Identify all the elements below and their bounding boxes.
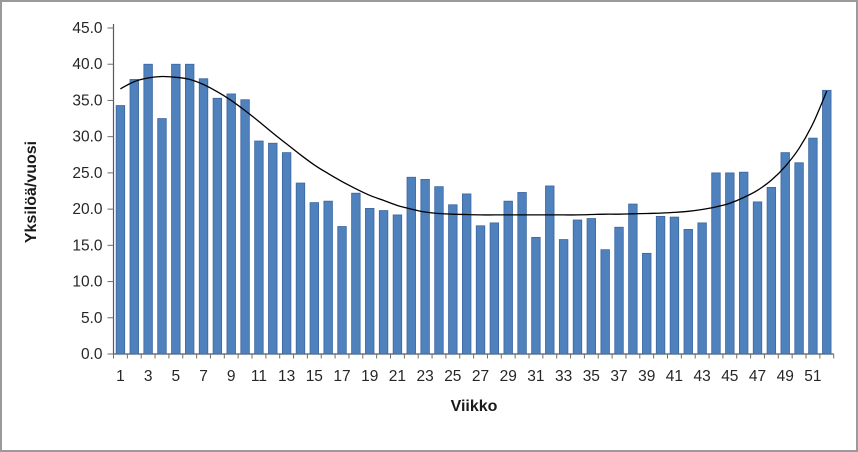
y-tick-label: 10.0 (72, 274, 103, 291)
bar-week-20 (378, 210, 389, 355)
x-tick-label: 7 (199, 368, 208, 385)
y-tick-label: 20.0 (72, 201, 103, 218)
bar-week-45 (725, 172, 735, 355)
bar-week-44 (711, 172, 721, 355)
trend-line (120, 75, 828, 216)
bar-week-11 (254, 140, 264, 355)
x-tick-label: 17 (333, 368, 350, 385)
bar-week-37 (614, 226, 624, 355)
bar-week-30 (517, 192, 527, 355)
bar-week-5 (171, 63, 181, 355)
bar-week-31 (531, 236, 541, 355)
y-tick-label: 5.0 (81, 310, 103, 327)
x-tick-label: 43 (694, 368, 711, 385)
bar-week-14 (295, 182, 306, 355)
bar-week-26 (462, 193, 472, 355)
y-tick-label: 15.0 (72, 237, 103, 254)
bar-week-28 (489, 222, 500, 355)
bar-week-18 (351, 192, 361, 355)
x-tick-label: 39 (638, 368, 655, 385)
x-tick-label: 13 (278, 368, 295, 385)
x-tick-label: 11 (251, 368, 267, 385)
bar-week-21 (392, 214, 403, 355)
bar-week-2 (129, 79, 139, 355)
bar-week-15 (309, 202, 319, 355)
x-axis-title: Viikko (450, 398, 498, 415)
bar-week-41 (669, 216, 680, 355)
x-tick-label: 33 (555, 368, 572, 385)
x-tick-label: 23 (417, 368, 434, 385)
x-tick-label: 1 (116, 368, 125, 385)
bar-week-8 (212, 97, 223, 355)
bar-week-33 (558, 239, 569, 355)
x-tick-label: 19 (361, 368, 378, 385)
bar-week-23 (420, 179, 430, 355)
x-tick-label: 41 (666, 368, 683, 385)
x-tick-label: 25 (444, 368, 461, 385)
bar-week-1 (115, 105, 126, 355)
bar-week-50 (794, 162, 804, 355)
bar-week-12 (268, 142, 278, 355)
x-tick-label: 27 (472, 368, 489, 385)
bar-week-36 (600, 249, 610, 355)
bar-week-22 (406, 176, 416, 355)
bar-week-42 (683, 229, 693, 355)
bar-week-39 (642, 252, 652, 355)
bar-week-49 (780, 152, 790, 355)
bar-week-13 (281, 152, 292, 355)
y-tick-label: 35.0 (72, 92, 103, 109)
bar-week-47 (752, 201, 763, 355)
bar-week-29 (503, 200, 513, 355)
y-tick-label: 45.0 (72, 20, 103, 37)
bar-week-19 (365, 208, 375, 355)
x-tick-label: 3 (144, 368, 153, 385)
bar-week-43 (697, 222, 707, 355)
bar-week-34 (572, 219, 583, 355)
bar-week-3 (143, 63, 153, 355)
bar-week-6 (185, 63, 195, 355)
y-tick-label: 40.0 (72, 56, 103, 73)
bar-week-38 (628, 203, 638, 355)
x-tick-label: 37 (610, 368, 627, 385)
x-tick-label: 5 (172, 368, 181, 385)
y-tick-label: 30.0 (72, 129, 103, 146)
bar-week-52 (822, 89, 832, 355)
bar-week-46 (739, 171, 749, 355)
bar-week-27 (475, 225, 486, 355)
x-tick-label: 15 (306, 368, 323, 385)
bar-week-7 (198, 78, 209, 355)
x-tick-label: 49 (777, 368, 794, 385)
bar-week-16 (323, 200, 333, 355)
x-tick-label: 35 (583, 368, 600, 385)
bar-week-40 (655, 215, 666, 355)
x-tick-label: 47 (749, 368, 766, 385)
bar-week-32 (545, 185, 555, 355)
x-tick-label: 51 (804, 368, 821, 385)
x-tick-label: 29 (500, 368, 517, 385)
bar-week-51 (808, 137, 818, 355)
bar-week-10 (240, 99, 250, 355)
x-tick-label: 9 (227, 368, 236, 385)
bar-week-24 (434, 186, 444, 355)
bar-week-25 (448, 204, 458, 355)
x-tick-label: 45 (721, 368, 738, 385)
x-tick-label: 31 (527, 368, 544, 385)
x-tick-label: 21 (389, 368, 406, 385)
bar-week-9 (226, 93, 236, 355)
bar-week-35 (586, 218, 596, 355)
y-tick-label: 25.0 (72, 165, 103, 182)
bar-week-4 (157, 118, 167, 355)
bar-week-48 (766, 187, 777, 355)
y-tick-label: 0.0 (81, 346, 103, 363)
bar-week-17 (337, 226, 347, 355)
